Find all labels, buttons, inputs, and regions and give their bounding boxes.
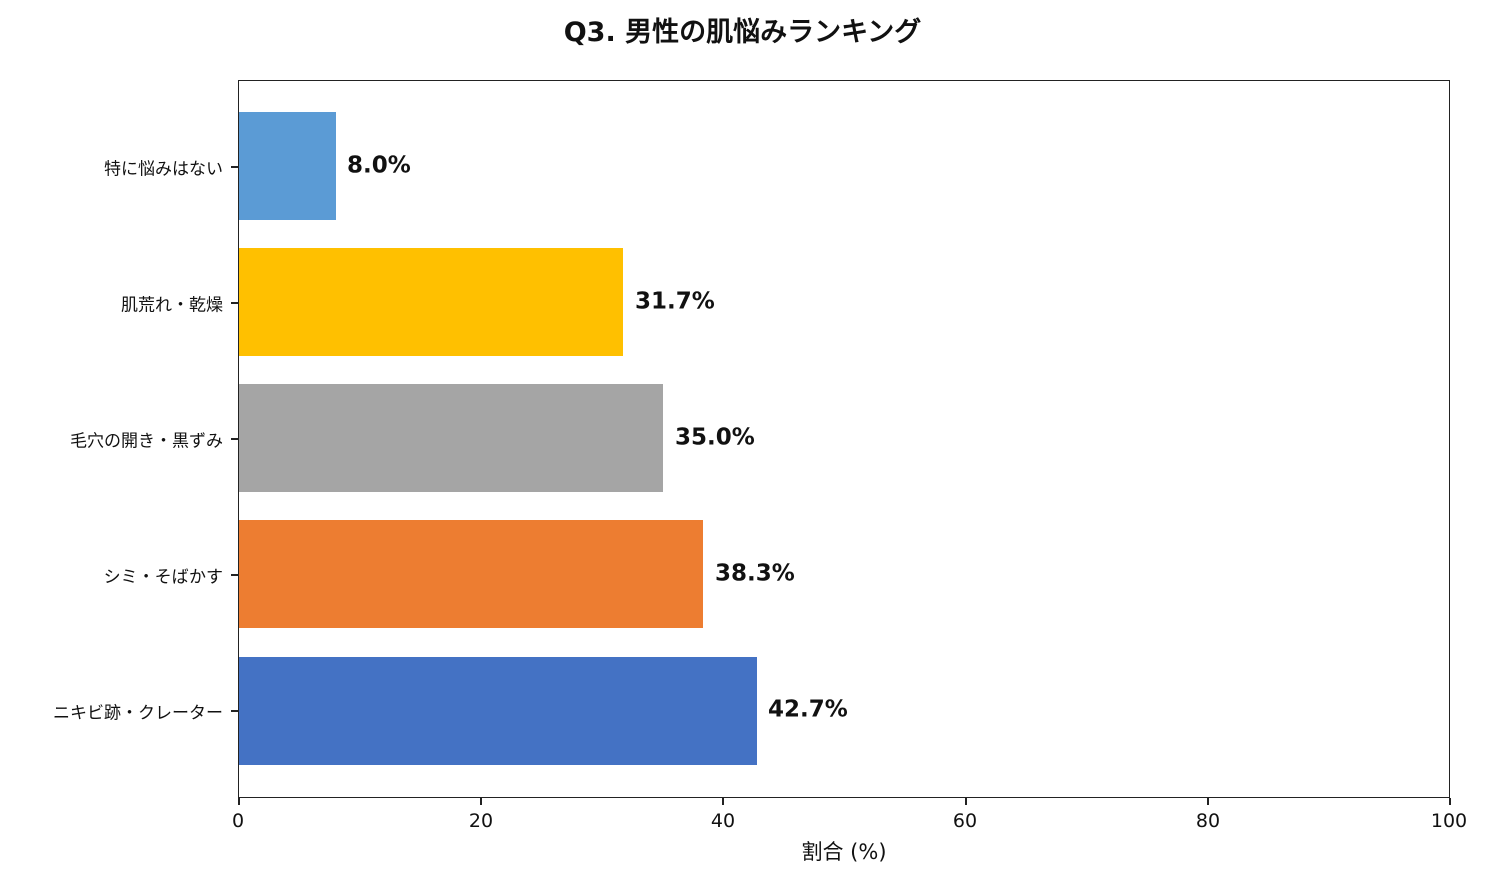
- y-tick-label: ニキビ跡・クレーター: [53, 703, 223, 724]
- y-tick: [231, 302, 238, 304]
- bar-3: [239, 520, 703, 628]
- y-tick: [231, 710, 238, 712]
- bar-2: [239, 384, 663, 492]
- value-label-4: 42.7%: [768, 696, 848, 723]
- bar-1: [239, 248, 623, 356]
- x-tick: [1449, 798, 1451, 805]
- value-label-1: 31.7%: [635, 288, 715, 315]
- y-tick-label: 肌荒れ・乾燥: [121, 295, 223, 316]
- value-label-3: 38.3%: [715, 560, 795, 587]
- x-tick-label: 40: [710, 810, 736, 832]
- plot-area: [238, 80, 1450, 798]
- bar-4: [239, 657, 757, 765]
- y-tick-label: 特に悩みはない: [104, 159, 223, 180]
- value-label-2: 35.0%: [675, 424, 755, 451]
- x-tick: [722, 798, 724, 805]
- x-tick: [480, 798, 482, 805]
- y-tick: [231, 574, 238, 576]
- x-tick: [965, 798, 967, 805]
- x-tick-label: 80: [1195, 810, 1221, 832]
- x-tick: [1207, 798, 1209, 805]
- x-tick-label: 0: [231, 810, 245, 832]
- value-label-0: 8.0%: [347, 152, 411, 179]
- x-tick-label: 100: [1430, 810, 1468, 832]
- y-tick: [231, 438, 238, 440]
- chart-title: Q3. 男性の肌悩みランキング: [563, 17, 922, 48]
- y-tick: [231, 166, 238, 168]
- x-tick-label: 60: [952, 810, 978, 832]
- x-tick-label: 20: [468, 810, 494, 832]
- bar-0: [239, 112, 336, 220]
- y-tick-label: 毛穴の開き・黒ずみ: [70, 431, 223, 452]
- y-tick-label: シミ・そばかす: [103, 567, 223, 588]
- x-tick: [238, 798, 240, 805]
- x-axis-title: 割合 (%): [801, 840, 887, 864]
